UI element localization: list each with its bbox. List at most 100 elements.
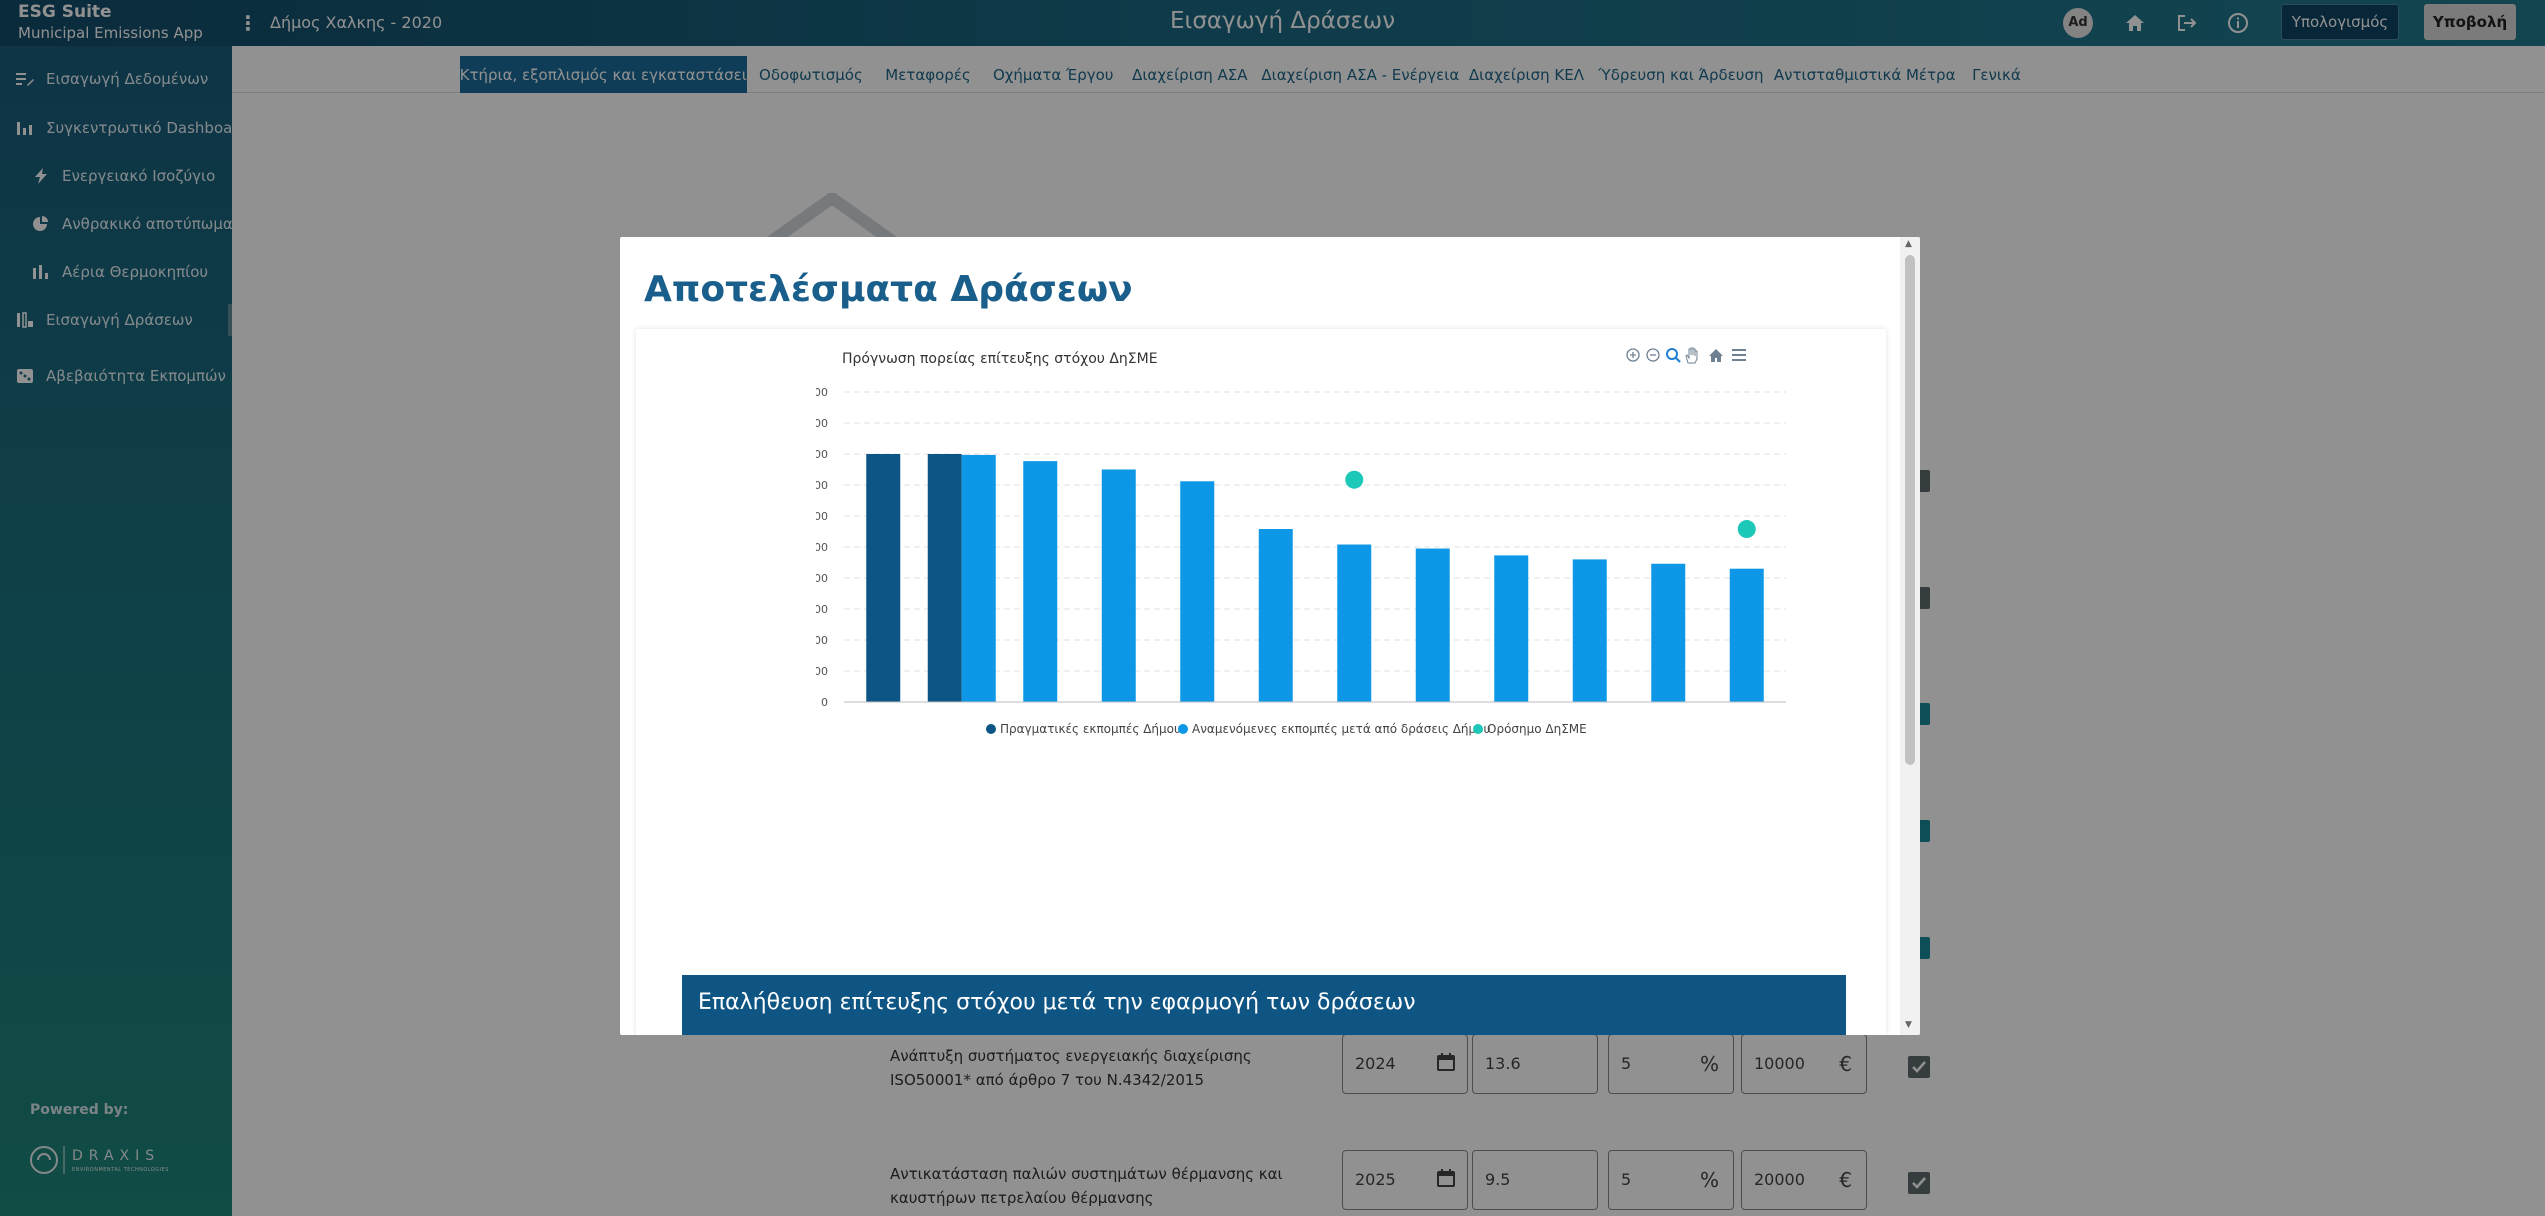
edit-list-icon [16, 73, 34, 86]
sidebar-item-greenhouse-gases[interactable]: Αέρια Θερμοκηπίου [32, 257, 226, 287]
year-field[interactable]: 2025 [1342, 1150, 1468, 1210]
scroll-up-icon[interactable]: ▲ [1905, 239, 1912, 249]
pie-chart-icon [33, 216, 48, 231]
brand-name: ESG Suite [18, 2, 112, 22]
bar-2026-2 [1415, 548, 1450, 702]
bar-2027-2 [1494, 555, 1529, 702]
legend-label: Αναμενόμενες εκπομπές μετά από δράσεις Δ… [1192, 722, 1491, 736]
sidebar-item-label: Ενεργειακό Ισοζύγιο [62, 167, 216, 185]
action-description: Ανάπτυξη συστήματος ενεργειακής διαχείρι… [890, 1047, 1252, 1089]
bar-2020-1 [927, 454, 962, 702]
bar-2028-2 [1572, 559, 1607, 702]
legend-marker-icon [986, 724, 996, 734]
sidebar-item-dashboard[interactable]: Συγκεντρωτικό Dashboard [16, 113, 248, 143]
sidebar-item-data-entry[interactable]: Εισαγωγή Δεδομένων [16, 64, 226, 94]
chart-title: Πρόγνωση πορείας επίτευξης στόχου ΔηΣΜΕ [842, 351, 1158, 367]
submit-button[interactable]: Υποβολή [2424, 4, 2516, 40]
watermark-icon [758, 193, 906, 253]
row-checkbox[interactable] [1908, 1056, 1930, 1078]
bar-2029-2 [1651, 563, 1686, 702]
emissions-forecast-chart: 0000000000000000000000000000000201920202… [816, 386, 1786, 709]
sidebar-item-uncertainty[interactable]: Αβεβαιότητα Εκπομπών [16, 361, 226, 391]
sidebar-item-label: Αέρια Θερμοκηπίου [62, 263, 209, 281]
bar-2022-2 [1101, 469, 1136, 702]
svg-text:ENVIRONMENTAL TECHNOLOGIES: ENVIRONMENTAL TECHNOLOGIES [72, 1167, 168, 1173]
percent-icon: % [1699, 1168, 1719, 1192]
more-menu-icon[interactable]: ⋮ [238, 11, 258, 35]
zoom-out-icon[interactable] [1646, 348, 1660, 362]
sidebar-item-label: Αβεβαιότητα Εκπομπών [46, 367, 226, 385]
y-tick-label: 000 [816, 572, 828, 585]
y-tick-label: 000 [816, 603, 828, 616]
draxis-logo: DRAXIS ENVIRONMENTAL TECHNOLOGIES [30, 1146, 168, 1174]
calculate-button[interactable]: Υπολογισμός [2281, 4, 2399, 40]
tab-9[interactable]: Αντισταθμιστικά Μέτρα [1773, 66, 1956, 84]
verification-banner: Επαλήθευση επίτευξης στόχου μετά την εφα… [682, 975, 1846, 1035]
tab-6[interactable]: Διαχείριση ΑΣΑ - Ενέργεια [1261, 66, 1460, 84]
chart-toolbar [1626, 347, 1746, 364]
zoom-in-icon[interactable] [1626, 348, 1640, 362]
calendar-icon[interactable] [1437, 1169, 1455, 1187]
bar-2019-1 [866, 454, 901, 702]
logout-icon[interactable] [2172, 8, 2202, 38]
sidebar-item-label: Εισαγωγή Δεδομένων [46, 70, 209, 88]
uncertainty-icon [17, 369, 33, 383]
municipality-label: Δήμος Χαλκης - 2020 [270, 13, 443, 32]
info-icon[interactable] [2223, 8, 2253, 38]
bar-2024-2 [1258, 529, 1293, 702]
avatar[interactable]: Ad [2063, 8, 2093, 38]
tab-3[interactable]: Μεταφορές [885, 66, 971, 84]
bar-2023-2 [1180, 481, 1215, 702]
selection-zoom-icon[interactable] [1666, 348, 1681, 363]
cost-field[interactable]: 20000 € [1741, 1150, 1867, 1210]
legend-label: Πραγματικές εκπομπές Δήμου [1000, 722, 1181, 736]
legend-marker-icon [1178, 724, 1188, 734]
modal-scrollbar[interactable]: ▲ ▼ [1900, 237, 1920, 1035]
y-tick-label: 000 [816, 541, 828, 554]
tab-5[interactable]: Διαχείριση ΑΣΑ [1132, 66, 1248, 84]
bar-chart-icon [33, 265, 48, 279]
chart-menu-icon[interactable] [1732, 349, 1746, 361]
sidebar-item-actions-entry[interactable]: Εισαγωγή Δράσεων [16, 305, 226, 335]
pan-hand-icon[interactable] [1685, 347, 1698, 364]
lightning-icon [35, 168, 47, 184]
legend-item-2[interactable]: Αναμενόμενες εκπομπές μετά από δράσεις Δ… [1178, 722, 1490, 736]
value-field[interactable]: 9.5 [1472, 1150, 1598, 1210]
legend-label: Ορόσημο ΔηΣΜΕ [1487, 722, 1587, 736]
modal-title: Αποτελέσματα Δράσεων [644, 269, 1133, 310]
bar-2025-2 [1337, 544, 1372, 702]
scroll-thumb[interactable] [1905, 255, 1915, 765]
percent-field[interactable]: 5% [1608, 1034, 1734, 1094]
calendar-icon[interactable] [1437, 1053, 1455, 1071]
scroll-down-icon[interactable]: ▼ [1905, 1020, 1912, 1030]
tab-8[interactable]: Ύδρευση και Άρδευση [1598, 66, 1764, 84]
tab-1[interactable]: Κτήρια, εξοπλισμός και εγκαταστάσεις [459, 56, 756, 93]
home-icon[interactable] [2120, 8, 2150, 38]
euro-icon: € [1839, 1168, 1852, 1192]
row-checkbox[interactable] [1908, 1172, 1930, 1194]
legend-item-3[interactable]: Ορόσημο ΔηΣΜΕ [1473, 722, 1587, 736]
y-tick-label: 000 [816, 479, 828, 492]
sidebar-item-label: Συγκεντρωτικό Dashboard [46, 119, 248, 137]
euro-icon: € [1839, 1052, 1852, 1076]
sidebar: Εισαγωγή Δεδομένων Συγκεντρωτικό Dashboa… [0, 46, 248, 1216]
powered-by-label: Powered by: [30, 1102, 129, 1118]
legend-item-1[interactable]: Πραγματικές εκπομπές Δήμου [986, 722, 1181, 736]
percent-field[interactable]: 5% [1608, 1150, 1734, 1210]
y-tick-label: 000 [816, 386, 828, 399]
y-tick-label: 0 [821, 696, 828, 709]
y-tick-label: 000 [816, 448, 828, 461]
results-modal: Αποτελέσματα Δράσεων Πρόγνωση πορείας επ… [620, 237, 1920, 1035]
reset-home-icon[interactable] [1709, 349, 1723, 362]
sidebar-item-carbon-footprint[interactable]: Ανθρακικό αποτύπωμα [32, 209, 233, 239]
actions-icon [17, 312, 33, 328]
bar-2020-2 [961, 454, 996, 702]
bar-2030-2 [1729, 568, 1764, 702]
tab-10[interactable]: Γενικά [1972, 66, 2021, 84]
tab-7[interactable]: Διαχείριση ΚΕΛ [1468, 66, 1584, 84]
sidebar-item-energy-balance[interactable]: Ενεργειακό Ισοζύγιο [32, 161, 226, 191]
tab-2[interactable]: Οδοφωτισμός [759, 66, 863, 84]
milestone-point-2030 [1737, 520, 1756, 539]
tab-4[interactable]: Οχήματα Έργου [992, 66, 1114, 84]
action-description: Αντικατάσταση παλιών συστημάτων θέρμανση… [890, 1165, 1283, 1207]
